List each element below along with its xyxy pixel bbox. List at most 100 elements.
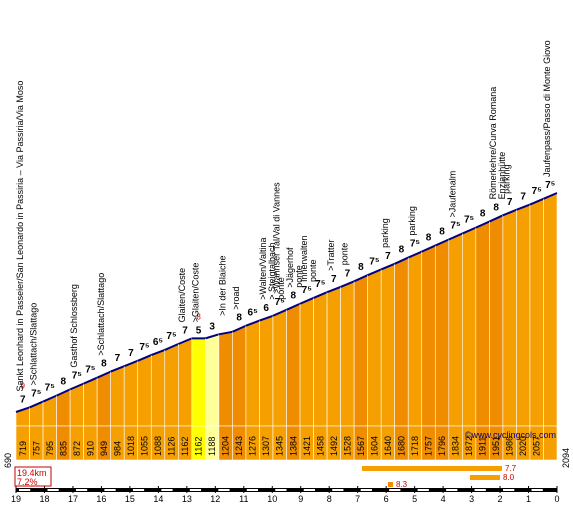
profile-segment	[191, 338, 206, 427]
strip-elevation-label: 1796	[437, 436, 447, 456]
grade-label: 7	[345, 268, 351, 279]
km-tick-label: 0	[554, 494, 559, 504]
profile-segment	[475, 221, 490, 427]
profile-segment	[150, 349, 166, 427]
profile-top-edge	[353, 274, 369, 283]
poi-label: Innerwalten	[299, 235, 309, 282]
profile-top-edge	[83, 376, 98, 385]
poi-label: Jaufenpass/Passo di Monte Giovo	[542, 40, 552, 177]
km-axis-gap	[503, 489, 515, 491]
km-axis-gap	[389, 489, 401, 491]
strip-elevation-label: 1018	[126, 436, 136, 456]
profile-segment	[218, 331, 233, 427]
poi-label: parking	[502, 164, 512, 194]
strip-elevation-label: 1088	[153, 436, 163, 456]
poi-label: ponte	[308, 259, 318, 282]
poi-label: parking	[407, 206, 417, 236]
km-axis-gap	[474, 489, 486, 491]
steepest-section-bar	[470, 475, 500, 480]
profile-top-edge	[488, 214, 504, 223]
km-axis-gap	[189, 489, 202, 491]
max-grade-marker: 8	[196, 312, 201, 321]
profile-top-edge	[42, 394, 57, 403]
strip-elevation-label: 949	[99, 441, 109, 456]
km-tick-label: 7	[355, 494, 360, 504]
profile-segment	[313, 291, 328, 427]
steepest-section-label: 7.7	[505, 464, 517, 473]
strip-elevation-label: 1604	[369, 436, 379, 456]
strip-elevation-label: 1458	[315, 436, 325, 456]
profile-top-edge	[380, 262, 396, 271]
strip-elevation-label: 1204	[221, 436, 231, 456]
strip-elevation-label: 757	[31, 441, 41, 456]
grade-label: 7⁵	[275, 297, 286, 308]
grade-label: 7⁵	[45, 383, 56, 394]
poi-label: Gasthof Schlossberg	[69, 284, 79, 368]
km-tick-label: 6	[384, 494, 389, 504]
grade-label: 7	[182, 325, 188, 336]
strip-elevation-label: 1640	[383, 436, 393, 456]
grade-label: 7⁵	[315, 279, 326, 290]
km-axis-gap	[132, 489, 145, 491]
steepest-section-bar	[388, 482, 393, 487]
poi-label: >Schlattach/Slattago	[28, 303, 38, 386]
profile-top-edge	[205, 333, 220, 340]
strip-elevation-label: 872	[72, 441, 82, 456]
strip-elevation-label: 910	[85, 441, 95, 456]
profile-segment	[462, 227, 477, 427]
km-tick-label: 16	[96, 494, 106, 504]
poi-label: >road	[231, 286, 241, 309]
km-tick-label: 17	[68, 494, 78, 504]
start-elevation-label: 690	[3, 453, 13, 468]
profile-segment	[96, 371, 111, 427]
strip-elevation-label: 1188	[207, 437, 217, 456]
poi-label: Enzianhütte	[497, 152, 507, 200]
km-tick-label: 18	[39, 494, 49, 504]
km-axis: 19 18 17 16 15 14 13 12 11 10 9 8 7 6 5 4 3 2 1 0	[11, 486, 560, 504]
grade-label: 6	[263, 303, 269, 314]
profile-top-edge	[218, 330, 233, 336]
km-tick-label: 3	[469, 494, 474, 504]
strip-elevation-label: 1718	[410, 436, 420, 456]
strip-elevation-label: 1872	[464, 436, 474, 456]
profile-segment	[286, 303, 301, 427]
profile-segment	[83, 377, 98, 427]
grade-label: 7⁵	[166, 331, 177, 342]
profile-segment	[421, 245, 436, 427]
km-tick-label: 11	[239, 494, 248, 504]
strip-elevation-label: 1162	[180, 437, 190, 456]
profile-top-edge	[394, 256, 409, 265]
profile-top-edge	[272, 308, 287, 317]
profile-segment	[326, 286, 341, 427]
profile-segment	[245, 320, 260, 427]
grade-label: 7	[20, 394, 26, 405]
poi-label: >Schlattach/Slattago	[96, 273, 106, 356]
grade-label: 8	[426, 233, 432, 244]
poi-label: >Jaufenalm	[448, 171, 458, 218]
profile-segment	[178, 337, 193, 427]
strip-elevation-label: 1834	[451, 436, 461, 456]
grade-label: 7⁵	[450, 221, 461, 232]
km-tick-label: 1	[526, 494, 531, 504]
strip-elevation-label: 835	[58, 441, 68, 456]
profile-segment	[137, 354, 152, 427]
strip-elevation-label: 1986	[505, 436, 515, 456]
profile-segment	[353, 274, 368, 427]
max-grade-marker: 9	[21, 381, 26, 390]
poi-label: parking	[380, 218, 390, 248]
profile-top-edge	[367, 268, 382, 277]
km-tick-label: 10	[267, 494, 277, 504]
grade-label: 8	[61, 376, 67, 387]
km-axis-gap	[417, 489, 429, 491]
km-tick-label: 9	[298, 494, 303, 504]
poi-label: >Tratter	[326, 239, 336, 270]
km-axis-gap	[104, 489, 116, 491]
poi-label: >Walten/Valtina	[258, 237, 268, 299]
grade-label: 7⁵	[72, 371, 83, 382]
profile-segment	[394, 257, 409, 427]
profile-segment	[502, 209, 517, 427]
km-tick-label: 5	[412, 494, 417, 504]
